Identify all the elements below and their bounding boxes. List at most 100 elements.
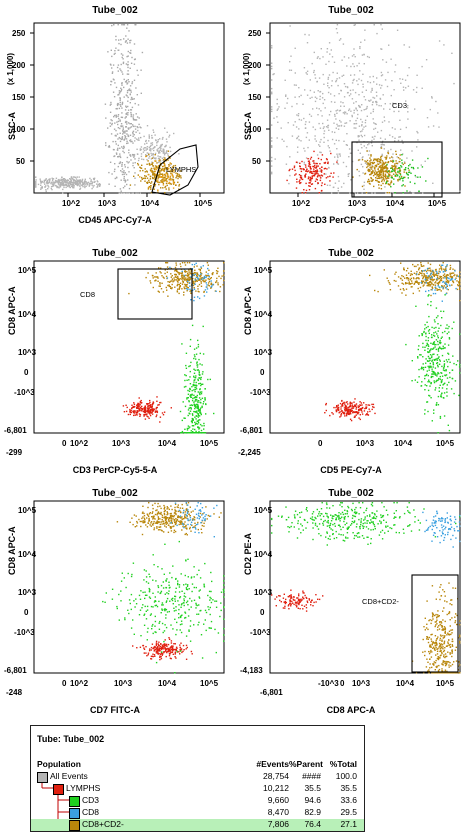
event-point-ungated <box>323 136 325 139</box>
event-point-cd4-like <box>204 399 206 401</box>
event-point-cd8 <box>399 172 402 175</box>
event-point-cd8-cd2-positive <box>211 285 213 287</box>
event-point-cd8 <box>397 179 399 181</box>
event-point-cd8 <box>377 290 379 293</box>
event-point-cd4-like <box>194 355 196 358</box>
event-point-cd3-negative <box>286 179 288 182</box>
event-point-ungated-granulocytes <box>120 69 122 72</box>
event-point-ungated <box>340 38 342 40</box>
event-point-cd8-cd2-positive <box>169 266 171 269</box>
event-point-cd8 <box>372 166 374 168</box>
event-point-lymphocytes <box>166 175 169 177</box>
event-point-cd4-like <box>445 359 448 361</box>
event-point-ungated <box>395 165 398 167</box>
event-point-cd4-like <box>166 600 168 602</box>
event-point-cd8 <box>442 277 444 279</box>
event-point-ungated-granulocytes <box>114 122 116 124</box>
event-point-ungated-monocytes <box>146 142 148 144</box>
event-point-ungated <box>337 192 340 194</box>
event-point-cd8 <box>389 184 391 186</box>
event-point-cd4-like <box>427 345 430 347</box>
event-point-ungated <box>338 93 340 95</box>
event-point-cd8 <box>192 280 194 282</box>
event-point-cd4-like <box>195 432 197 434</box>
event-point-ungated <box>346 113 348 115</box>
event-point-cd3-negative <box>150 409 152 412</box>
event-point-ungated <box>318 144 320 146</box>
event-point-ungated-granulocytes <box>118 93 120 96</box>
event-point-ungated-granulocytes <box>118 117 120 120</box>
event-point-cd4-like <box>411 360 413 362</box>
event-point-ungated-debris <box>40 188 42 190</box>
event-point-ungated <box>416 130 418 133</box>
event-point-ungated-granulocytes <box>104 103 107 105</box>
event-point-ungated-debris <box>66 183 68 186</box>
event-point-ungated-monocytes <box>161 150 163 152</box>
event-point-cd3-negative <box>312 160 314 162</box>
event-point-ungated <box>382 144 384 146</box>
event-point-cd8 <box>184 284 186 286</box>
event-point-cd8 <box>159 285 161 287</box>
event-point-ungated <box>327 139 329 142</box>
event-point-cd3-negative <box>127 413 130 416</box>
event-point-ungated <box>376 77 378 79</box>
event-point-ungated-granulocytes <box>120 123 123 125</box>
event-point-cd3-negative <box>345 406 347 408</box>
event-point-cd4-like <box>205 611 208 614</box>
event-point-ungated-monocytes <box>143 149 146 152</box>
event-point-cd8 <box>129 521 131 523</box>
event-point-cd8-cd2-positive <box>194 279 196 281</box>
event-point-cd3-negative <box>143 648 146 650</box>
event-point-ungated-granulocytes <box>127 38 129 40</box>
event-point-ungated-debris <box>79 180 81 182</box>
event-point-cd4-like <box>134 606 136 608</box>
event-point-cd8 <box>163 277 165 279</box>
event-point-ungated <box>273 117 275 119</box>
event-point-cd4-like <box>433 319 436 321</box>
event-point-cd4-like <box>154 600 156 602</box>
event-point-ungated-debris <box>87 181 90 184</box>
event-point-ungated <box>363 96 365 98</box>
event-point-ungated-granulocytes <box>138 123 140 126</box>
event-point-cd8 <box>452 268 454 270</box>
event-point-cd8 <box>380 155 383 157</box>
y-tick-label: 0 <box>24 368 29 377</box>
event-point-ungated <box>375 123 377 125</box>
event-point-cd4-like <box>196 604 198 607</box>
event-point-cd4-like <box>441 354 444 357</box>
event-point-cd4-like <box>200 376 202 379</box>
event-point-lymphocytes <box>146 182 149 184</box>
event-point-ungated <box>350 74 352 76</box>
event-point-cd3-negative <box>354 398 356 400</box>
event-point-cd8 <box>222 284 224 286</box>
event-point-cd8 <box>432 273 435 275</box>
event-point-cd8-cd2-positive <box>432 292 435 295</box>
event-point-cd4-like <box>205 403 207 405</box>
event-point-cd3-negative <box>352 412 354 414</box>
event-point-ungated <box>385 192 388 194</box>
event-point-cd8 <box>184 278 186 280</box>
event-point-cd8 <box>400 262 402 264</box>
event-point-cd4-like <box>415 305 417 307</box>
event-point-cd4-like <box>421 381 423 383</box>
event-point-cd3-negative <box>313 175 316 177</box>
event-point-ungated-granulocytes <box>127 134 129 136</box>
event-point-cd3-negative <box>325 404 327 406</box>
event-point-cd3-negative <box>368 404 371 406</box>
event-point-ungated-debris <box>64 178 66 181</box>
event-point-cd8 <box>386 155 388 157</box>
event-point-ungated-monocytes <box>150 150 152 152</box>
event-point-cd8 <box>437 281 440 284</box>
event-point-ungated-debris <box>65 181 68 184</box>
event-point-cd3-negative <box>151 655 153 657</box>
event-point-ungated <box>280 127 282 129</box>
event-point-ungated-debris <box>58 184 60 186</box>
event-point-cd8 <box>163 510 165 513</box>
event-point-ungated <box>336 123 338 126</box>
event-point-cd4-like <box>196 366 199 368</box>
event-point-cd4-like <box>447 353 450 355</box>
event-point-cd8 <box>421 282 424 284</box>
event-point-cd8-cd2-positive <box>436 278 438 280</box>
event-point-cd3-negative <box>190 650 193 653</box>
event-point-cd8 <box>404 162 406 164</box>
